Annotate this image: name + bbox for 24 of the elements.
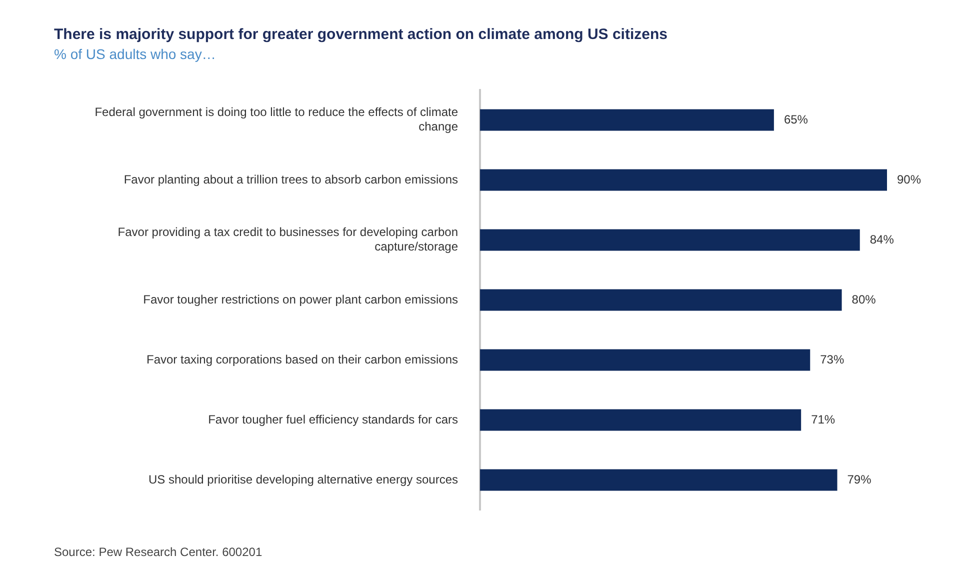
y-tick-label: Favor taxing corporations based on their carbon emissions — [146, 352, 458, 366]
bar — [480, 469, 838, 491]
y-tick-label: Federal government is doing too little to reduce the effects of climate change — [94, 105, 458, 134]
data-label: 65% — [784, 112, 808, 126]
chart-title: There is majority support for greater government action on climate among US citizens — [54, 26, 668, 43]
y-tick-label: Favor tougher restrictions on power plant carbon emissions — [143, 292, 458, 306]
bar — [480, 109, 774, 131]
y-tick-label: Favor tougher fuel efficiency standards for cars — [208, 412, 458, 426]
bar — [480, 169, 887, 191]
y-tick-label: Favor planting about a trillion trees to absorb carbon emissions — [124, 172, 458, 186]
data-label: 71% — [811, 412, 836, 426]
data-label: 80% — [852, 292, 876, 306]
y-tick-label: Favor providing a tax credit to businesses for developing carbon capture/storage — [118, 225, 458, 254]
bar — [480, 409, 802, 431]
data-label: 84% — [870, 232, 894, 246]
bar — [480, 289, 842, 311]
bar — [480, 229, 860, 251]
source-note: Source: Pew Research Center. 600201 — [54, 545, 262, 559]
text: % of US adults who say… — [54, 46, 216, 62]
data-label: 73% — [820, 352, 844, 366]
data-label: 90% — [897, 172, 922, 186]
bar — [480, 349, 810, 371]
data-label: 79% — [847, 472, 872, 486]
y-tick-label: US should prioritise developing alternative energy sources — [148, 472, 458, 486]
